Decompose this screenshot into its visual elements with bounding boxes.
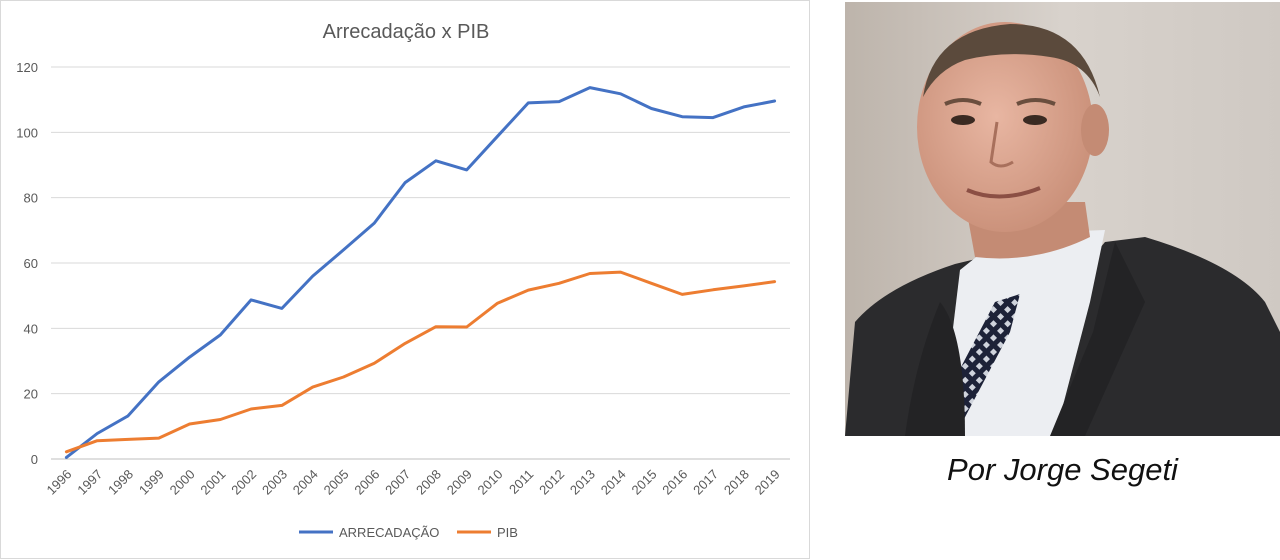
chart-panel: Arrecadação x PIB 0 20 40 60 80 100 120 1996 19…: [0, 0, 810, 559]
x-axis: 1996 1997 1998 1999 2000 2001 2002 2003 2004 2005…: [43, 467, 782, 498]
x-tick-label: 2014: [598, 467, 629, 498]
x-tick-label: 2000: [167, 467, 198, 498]
x-tick-label: 2002: [228, 467, 259, 498]
x-tick-label: 2011: [506, 467, 536, 497]
x-tick-label: 2017: [690, 467, 721, 498]
y-tick-label: 20: [24, 387, 38, 402]
grid-layer: [51, 66, 790, 460]
x-tick-label: 2015: [629, 467, 660, 498]
x-tick-label: 2019: [752, 467, 783, 498]
y-tick-label: 120: [16, 60, 38, 75]
legend-label: ARRECADAÇÃO: [339, 525, 439, 540]
x-tick-label: 2013: [567, 467, 598, 498]
x-tick-label: 2007: [382, 467, 413, 498]
y-tick-label: 80: [24, 191, 38, 206]
x-tick-label: 2004: [290, 467, 321, 498]
series-line-arrecadacao: [64, 86, 777, 459]
y-tick-label: 40: [24, 321, 38, 336]
author-caption: Por Jorge Segeti: [947, 452, 1178, 487]
x-tick-label: 1996: [43, 467, 74, 498]
chart-title: Arrecadação x PIB: [323, 21, 490, 43]
x-tick-label: 2006: [351, 467, 382, 498]
x-tick-label: 2003: [259, 467, 290, 498]
x-tick-label: 2009: [444, 467, 475, 498]
x-tick-label: 2010: [475, 467, 506, 498]
x-tick-label: 2005: [321, 467, 352, 498]
x-tick-label: 2018: [721, 467, 752, 498]
x-tick-label: 1998: [105, 467, 136, 498]
portrait-photo: [845, 2, 1280, 436]
x-tick-label: 2016: [659, 467, 690, 498]
legend-label: PIB: [497, 525, 518, 540]
x-tick-label: 1999: [136, 467, 167, 498]
x-tick-label: 2008: [413, 467, 444, 498]
y-axis: 0 20 40 60 80 100 120: [16, 60, 38, 467]
series-layer: [64, 86, 777, 459]
y-tick-label: 60: [24, 256, 38, 271]
x-tick-label: 2012: [536, 467, 567, 498]
x-tick-label: 1997: [74, 467, 105, 498]
y-tick-label: 0: [31, 452, 38, 467]
y-tick-label: 100: [16, 125, 38, 140]
x-tick-label: 2001: [197, 467, 228, 498]
series-line-pib: [64, 270, 777, 454]
legend: ARRECADAÇÃO PIB: [299, 525, 518, 540]
